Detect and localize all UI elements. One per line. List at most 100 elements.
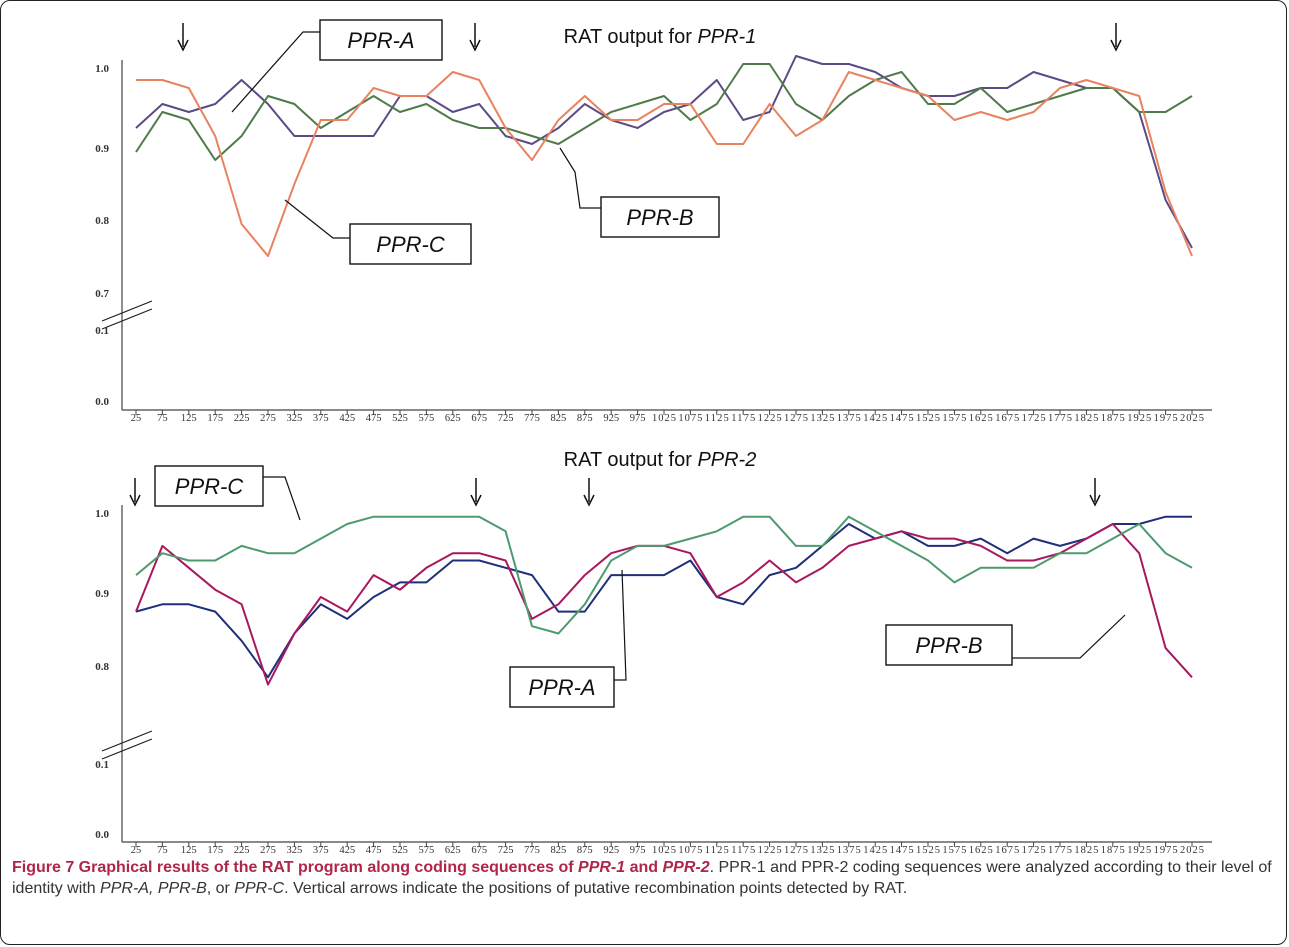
series-label-box bbox=[509, 666, 615, 708]
x-tick-label: 1275 bbox=[784, 845, 808, 855]
x-tick-label: 1425 bbox=[863, 845, 887, 855]
recombination-arrowhead bbox=[469, 39, 481, 52]
x-tick-label: 125 bbox=[181, 845, 197, 855]
chart-title-name: PPR-1 bbox=[697, 26, 756, 48]
x-tick-label: 1825 bbox=[1074, 413, 1098, 424]
series-label: PPR-B bbox=[915, 633, 982, 658]
x-tick-label: 725 bbox=[498, 413, 514, 424]
x-tick-label: 775 bbox=[524, 845, 540, 855]
x-tick-label: 575 bbox=[419, 845, 435, 855]
label-leader-line bbox=[263, 476, 301, 521]
axis-break-mark bbox=[101, 730, 153, 752]
x-tick-label: 975 bbox=[630, 413, 646, 424]
x-tick-label: 225 bbox=[234, 845, 250, 855]
x-tick-label: 925 bbox=[603, 845, 619, 855]
y-tick-label: 1.0 bbox=[95, 508, 109, 520]
caption-figure-label: Figure 7 bbox=[12, 859, 75, 876]
x-tick-label: 875 bbox=[577, 413, 593, 424]
x-tick-label: 1475 bbox=[890, 845, 914, 855]
x-tick-label: 75 bbox=[157, 845, 168, 855]
recombination-arrowhead bbox=[1110, 39, 1122, 52]
x-tick-label: 825 bbox=[551, 845, 567, 855]
x-tick-label: 525 bbox=[392, 413, 408, 424]
x-tick-label: 1425 bbox=[863, 413, 887, 424]
caption-period: . bbox=[709, 859, 715, 876]
series-line-ppr-b bbox=[135, 523, 1193, 686]
series-label-box bbox=[600, 196, 720, 238]
label-leader-line bbox=[284, 199, 350, 239]
x-tick-label: 425 bbox=[339, 413, 355, 424]
series-line-ppr-b bbox=[135, 63, 1193, 161]
series-label-box bbox=[349, 223, 472, 265]
series-line-ppr-a bbox=[135, 55, 1193, 249]
y-tick-label: 0.8 bbox=[95, 661, 109, 673]
recombination-arrowhead bbox=[583, 494, 595, 507]
series-label-box bbox=[319, 19, 443, 61]
recombination-arrowhead bbox=[1089, 494, 1101, 507]
x-tick-label: 875 bbox=[577, 845, 593, 855]
x-tick-label: 475 bbox=[366, 845, 382, 855]
x-tick-label: 1075 bbox=[678, 845, 702, 855]
x-tick-label: 1025 bbox=[652, 413, 676, 424]
x-tick-label: 1825 bbox=[1074, 845, 1098, 855]
x-tick-label: 1275 bbox=[784, 413, 808, 424]
x-tick-label: 1325 bbox=[810, 413, 834, 424]
series-label: PPR-C bbox=[175, 474, 244, 499]
caption-body-1: PPR-1 and PPR-2 coding sequences were an… bbox=[12, 859, 1272, 897]
axis-break-mark bbox=[101, 308, 153, 330]
x-tick-label: 1525 bbox=[916, 413, 940, 424]
y-tick-label: 0.9 bbox=[95, 143, 109, 155]
x-tick-label: 2025 bbox=[1180, 845, 1204, 855]
x-tick-label: 375 bbox=[313, 413, 329, 424]
x-tick-label: 325 bbox=[287, 845, 303, 855]
x-tick-label: 1525 bbox=[916, 845, 940, 855]
series-line-ppr-c bbox=[136, 71, 1193, 257]
series-label: PPR-C bbox=[376, 232, 445, 257]
x-tick-label: 1925 bbox=[1127, 845, 1151, 855]
x-tick-label: 1975 bbox=[1154, 845, 1178, 855]
series-label-box bbox=[885, 624, 1013, 666]
figure-svg: RAT output for PPR-1 0.0 0.1 0.7 0.8 0.9 1.0 25… bbox=[95, 19, 1212, 855]
label-leader-line bbox=[1012, 614, 1126, 659]
x-tick-label: 525 bbox=[392, 845, 408, 855]
caption-gene-1: PPR-1 bbox=[578, 859, 626, 876]
caption-title-and: and bbox=[625, 859, 663, 876]
label-leader-line bbox=[614, 569, 627, 681]
caption-title: Figure 7 Graphical results of the RAT pr… bbox=[12, 859, 710, 876]
y-tick-label: 0.7 bbox=[95, 288, 109, 300]
y-tick-label: 0.0 bbox=[95, 829, 109, 841]
x-tick-label: 625 bbox=[445, 413, 461, 424]
x-tick-label: 1925 bbox=[1127, 413, 1151, 424]
x-tick-label: 1175 bbox=[731, 413, 755, 424]
series-label-box bbox=[154, 465, 264, 507]
x-tick-label: 975 bbox=[630, 845, 646, 855]
caption-body-or: , or bbox=[206, 880, 235, 897]
x-tick-label: 1725 bbox=[1022, 845, 1046, 855]
x-tick-label: 175 bbox=[207, 845, 223, 855]
x-tick-label: 1075 bbox=[678, 413, 702, 424]
recombination-arrowhead bbox=[129, 494, 141, 507]
x-tick-label: 575 bbox=[419, 413, 435, 424]
x-tick-label: 1775 bbox=[1048, 413, 1072, 424]
x-tick-label: 675 bbox=[471, 845, 487, 855]
x-tick-label: 175 bbox=[207, 413, 223, 424]
figure-caption: Figure 7 Graphical results of the RAT pr… bbox=[12, 857, 1277, 899]
chart-title-prefix: RAT output for bbox=[564, 449, 698, 471]
x-tick-label: 1475 bbox=[890, 413, 914, 424]
chart-title-name: PPR-2 bbox=[697, 449, 756, 471]
x-tick-label: 425 bbox=[339, 845, 355, 855]
y-tick-label: 0.1 bbox=[95, 759, 109, 771]
axis-break-mark bbox=[101, 738, 153, 760]
chart-title: RAT output for PPR-1 bbox=[564, 26, 757, 48]
y-tick-label: 0.1 bbox=[95, 325, 109, 337]
x-tick-label: 1875 bbox=[1101, 413, 1125, 424]
x-tick-label: 25 bbox=[131, 845, 142, 855]
x-tick-label: 1375 bbox=[837, 413, 861, 424]
caption-body-2: . Vertical arrows indicate the positions… bbox=[284, 880, 908, 897]
x-tick-label: 1725 bbox=[1022, 413, 1046, 424]
x-tick-label: 275 bbox=[260, 845, 276, 855]
recombination-arrowhead bbox=[177, 39, 189, 52]
x-tick-label: 1175 bbox=[731, 845, 755, 855]
x-tick-label: 1325 bbox=[810, 845, 834, 855]
